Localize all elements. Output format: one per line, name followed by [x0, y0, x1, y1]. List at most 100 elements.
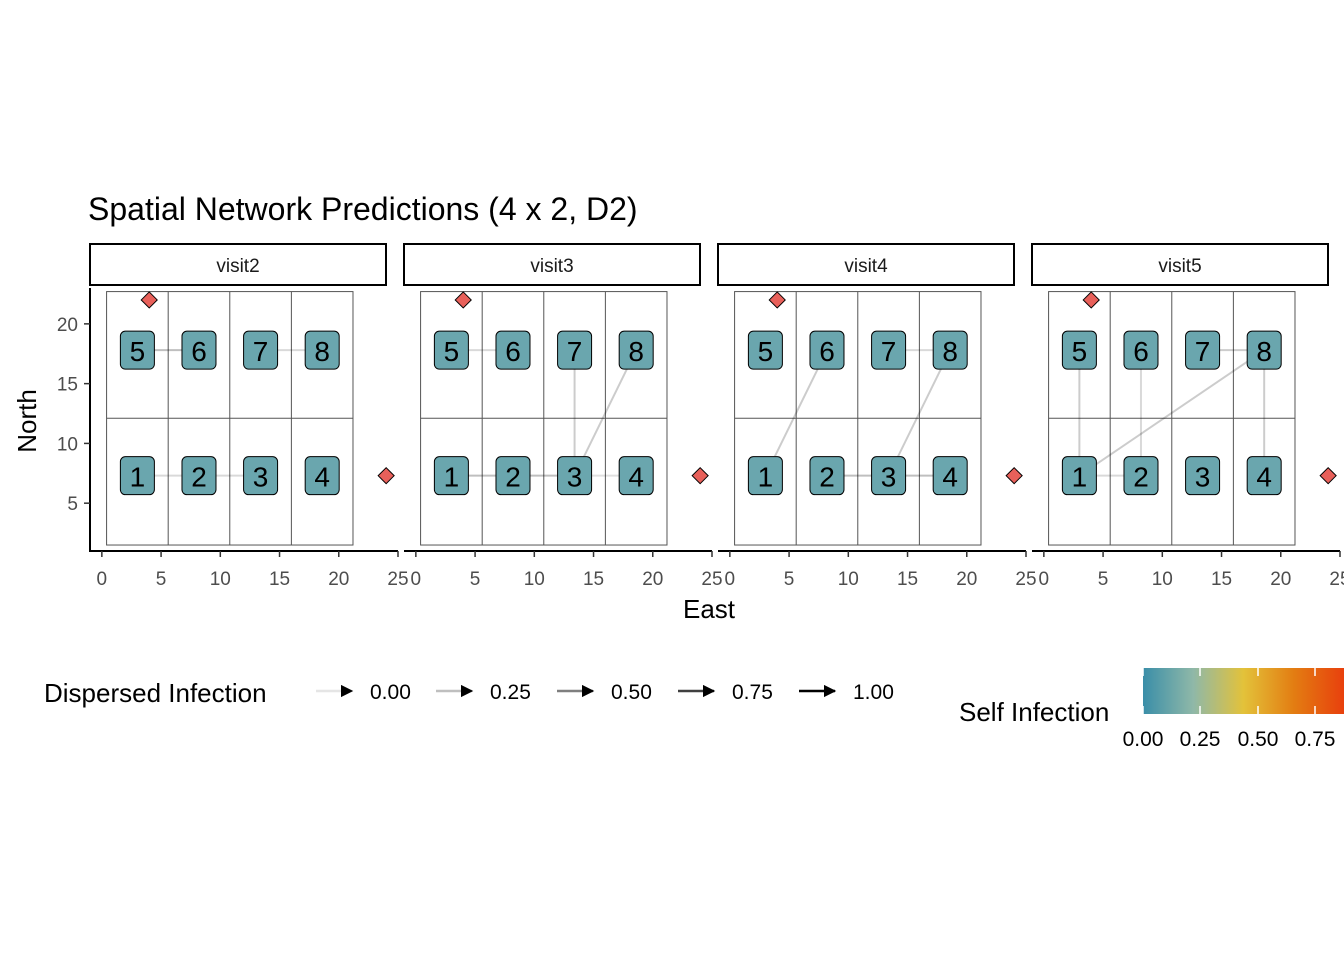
legend-color-label: 0.50 [1238, 728, 1279, 751]
facet-strip-label: visit4 [844, 256, 888, 277]
facet-strip [1031, 243, 1329, 286]
plot-node-1 [433, 456, 469, 496]
facet-panel-visit2: visit2 0 5 10 15 20 25 5 10 15 20 1 2 3 4 5 6 7 8 [57, 243, 409, 590]
plot-node-label: 6 [819, 336, 835, 367]
plot-node-3 [1185, 456, 1221, 496]
x-tick-label: 15 [269, 569, 290, 590]
plot-node-label: 2 [1133, 462, 1149, 493]
plot-node-label: 2 [505, 462, 521, 493]
source-east [1319, 466, 1337, 485]
legend-edges-title: Dispersed Infection [44, 678, 267, 708]
x-tick-label: 0 [97, 569, 108, 590]
facet-strip [403, 243, 701, 286]
x-tick-label: 20 [1270, 569, 1291, 590]
x-tick-label: 25 [701, 569, 722, 590]
x-tick-label: 20 [642, 569, 663, 590]
y-tick-label: 5 [67, 494, 78, 515]
source-east [1005, 466, 1023, 485]
edge-8-1 [1078, 349, 1265, 477]
x-tick-label: 0 [411, 569, 422, 590]
plot-node-3 [243, 456, 279, 496]
plot-node-2 [495, 456, 531, 496]
legend-edge-label: 1.00 [853, 681, 894, 704]
chart-title: Spatial Network Predictions (4 x 2, D2) [88, 191, 638, 227]
plot-node-label: 6 [505, 336, 521, 367]
source-east [691, 466, 709, 485]
plot-node-label: 1 [758, 462, 774, 493]
source-north [140, 291, 158, 309]
x-tick-label: 0 [725, 569, 736, 590]
plot-node-label: 3 [253, 462, 269, 493]
plot-node-label: 4 [628, 462, 644, 493]
plot-node-label: 5 [758, 336, 774, 367]
plot-node-label: 8 [628, 336, 644, 367]
plot-node-1 [119, 456, 155, 496]
legend-edge-label: 0.00 [370, 681, 411, 704]
x-tick-label: 20 [328, 569, 349, 590]
x-tick-label: 10 [524, 569, 545, 590]
x-tick-label: 5 [156, 569, 167, 590]
source-north [1082, 291, 1100, 309]
legend-color-label: 0.25 [1180, 728, 1221, 751]
y-tick-label: 10 [57, 434, 78, 455]
plot-node-label: 4 [1256, 462, 1272, 493]
facet-panel-visit4: visit4 0 5 10 15 20 25 1 2 3 4 5 6 7 8 [717, 243, 1037, 590]
plot-node-label: 4 [942, 462, 958, 493]
plot-node-label: 8 [314, 336, 330, 367]
y-tick-label: 20 [57, 315, 78, 336]
plot-node-2 [181, 456, 217, 496]
plot-node-label: 7 [1195, 336, 1211, 367]
plot-node-6 [809, 330, 845, 370]
legend-edge-label: 0.25 [490, 681, 531, 704]
plot-node-6 [1123, 330, 1159, 370]
facet-strip-label: visit2 [216, 256, 259, 277]
plot-node-7 [243, 330, 279, 370]
plot-node-4 [618, 456, 654, 496]
plot-node-label: 7 [881, 336, 897, 367]
plot-node-5 [747, 330, 783, 370]
plot-node-label: 1 [1072, 462, 1088, 493]
x-tick-label: 5 [470, 569, 481, 590]
source-north [454, 291, 472, 309]
legend-color-title: Self Infection [959, 697, 1109, 727]
plot-node-label: 2 [819, 462, 835, 493]
plot-node-5 [433, 330, 469, 370]
facet-strip [89, 243, 387, 286]
plot-node-2 [809, 456, 845, 496]
x-tick-label: 10 [210, 569, 231, 590]
plot-node-1 [747, 456, 783, 496]
x-tick-label: 15 [583, 569, 604, 590]
plot-node-4 [1246, 456, 1282, 496]
plot-node-label: 3 [567, 462, 583, 493]
plot-node-label: 4 [314, 462, 330, 493]
plot-node-label: 6 [1133, 336, 1149, 367]
edge-8-3 [887, 349, 952, 477]
x-tick-label: 15 [1211, 569, 1232, 590]
legend-edge-label: 0.75 [732, 681, 773, 704]
plot-node-label: 1 [444, 462, 460, 493]
plot-node-label: 8 [942, 336, 958, 367]
plot-node-6 [495, 330, 531, 370]
plot-node-3 [871, 456, 907, 496]
plot-node-4 [304, 456, 340, 496]
source-north [768, 291, 786, 309]
x-tick-label: 25 [1015, 569, 1036, 590]
x-tick-label: 20 [956, 569, 977, 590]
legend-color-bar [1143, 668, 1344, 714]
plot-node-2 [1123, 456, 1159, 496]
plot-node-5 [1061, 330, 1097, 370]
facet-panel-visit3: visit3 0 5 10 15 20 25 1 2 3 4 5 6 7 8 [403, 243, 723, 590]
plot-node-5 [119, 330, 155, 370]
plot-node-4 [932, 456, 968, 496]
plot-node-label: 6 [191, 336, 207, 367]
plot-node-label: 1 [130, 462, 146, 493]
plot-node-label: 7 [567, 336, 583, 367]
x-tick-label: 10 [1152, 569, 1173, 590]
plot-node-label: 2 [191, 462, 207, 493]
facet-strip [717, 243, 1015, 286]
x-tick-label: 5 [1098, 569, 1109, 590]
facet-strip-label: visit3 [530, 256, 573, 277]
x-tick-label: 25 [1329, 569, 1344, 590]
x-tick-label: 10 [838, 569, 859, 590]
